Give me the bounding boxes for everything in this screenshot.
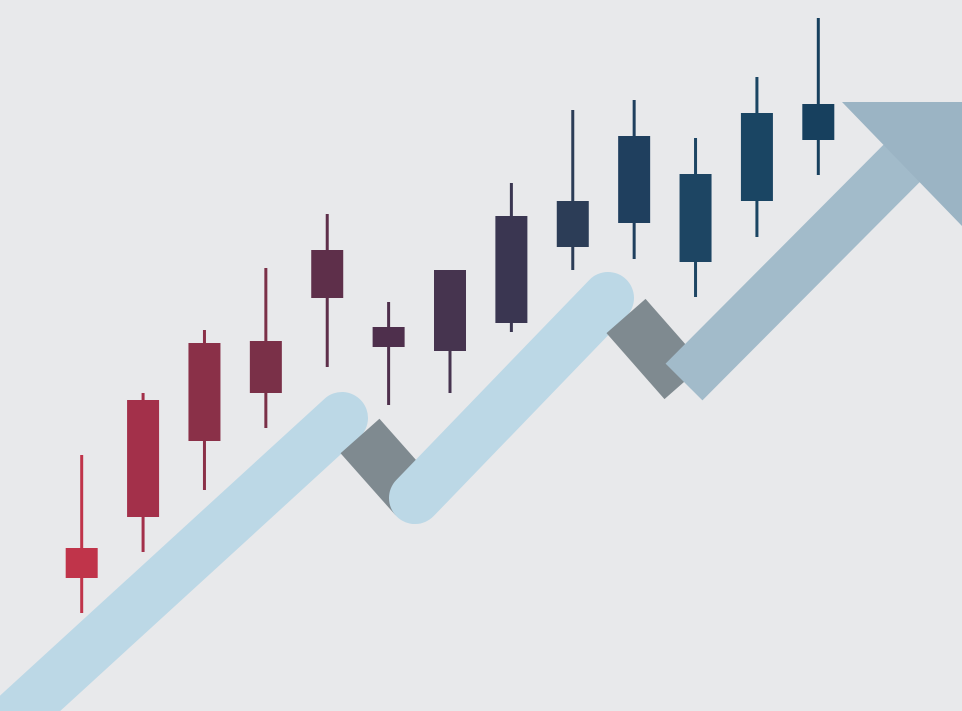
candle-body	[495, 216, 528, 323]
candle-body	[311, 250, 344, 298]
arrow-segment	[389, 272, 634, 524]
candle-body	[188, 343, 221, 441]
candle-body	[618, 136, 651, 223]
arrow-segment	[665, 141, 924, 401]
arrow-head	[842, 102, 962, 226]
candle-body	[127, 400, 160, 517]
candle-body	[434, 270, 466, 351]
candle-body	[740, 113, 773, 201]
candle-body	[372, 327, 405, 347]
candle-body	[802, 104, 835, 140]
candle-body	[65, 548, 98, 578]
candle-body	[679, 174, 712, 262]
candle-body	[556, 201, 589, 247]
arrow-segment	[0, 392, 368, 711]
trend-arrow	[0, 141, 924, 711]
candle-body	[249, 341, 282, 393]
